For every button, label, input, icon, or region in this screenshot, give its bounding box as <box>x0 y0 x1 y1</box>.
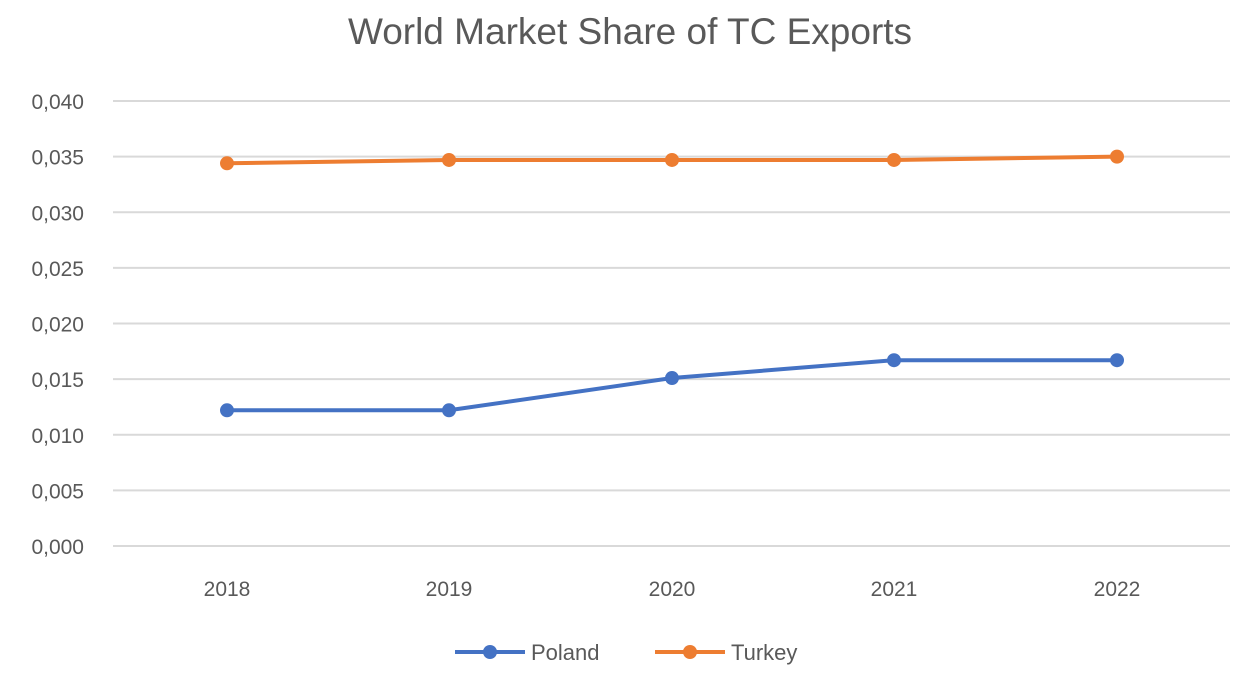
chart-title: World Market Share of TC Exports <box>348 11 912 52</box>
gridlines <box>113 100 1230 547</box>
y-tick-label: 0,015 <box>31 369 84 392</box>
data-point-poland <box>442 403 456 418</box>
y-tick-label: 0,030 <box>31 202 84 225</box>
data-point-turkey <box>1110 149 1124 164</box>
y-tick-label: 0,010 <box>31 425 84 448</box>
legend: Poland Turkey <box>455 640 797 665</box>
x-axis-ticks: 2018 2019 2020 2021 2022 <box>204 578 1141 601</box>
x-tick-label: 2018 <box>204 578 251 601</box>
data-point-turkey <box>442 152 456 167</box>
data-point-turkey <box>220 156 234 171</box>
series-lines <box>220 149 1124 418</box>
data-point-poland <box>665 371 679 386</box>
data-point-turkey <box>665 152 679 167</box>
data-point-poland <box>220 403 234 418</box>
data-point-poland <box>1110 353 1124 368</box>
data-point-poland <box>887 353 901 368</box>
series-line-poland <box>225 358 1119 413</box>
x-tick-label: 2020 <box>649 578 696 601</box>
x-tick-label: 2022 <box>1094 578 1141 601</box>
legend-marker-turkey <box>683 645 697 659</box>
y-tick-label: 0,025 <box>31 258 84 281</box>
x-tick-label: 2021 <box>871 578 918 601</box>
y-axis-ticks: 0,000 0,005 0,010 0,015 0,020 0,025 0,030 0,035… <box>31 91 84 559</box>
legend-marker-poland <box>483 645 497 659</box>
y-tick-label: 0,040 <box>31 91 84 114</box>
legend-label-poland: Poland <box>531 640 600 665</box>
y-tick-label: 0,035 <box>31 147 84 170</box>
y-tick-label: 0,005 <box>31 480 84 503</box>
legend-label-turkey: Turkey <box>731 640 797 665</box>
y-tick-label: 0,020 <box>31 314 84 337</box>
y-tick-label: 0,000 <box>31 536 84 559</box>
data-point-turkey <box>887 152 901 167</box>
x-tick-label: 2019 <box>426 578 473 601</box>
